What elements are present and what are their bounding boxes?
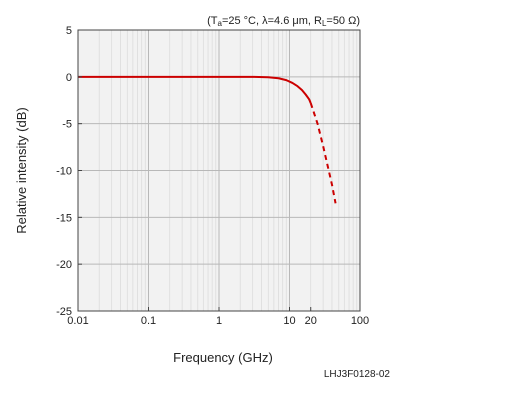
y-tick-label: 0 xyxy=(66,72,72,84)
x-axis-label: Frequency (GHz) xyxy=(173,350,273,365)
x-tick-label: 100 xyxy=(351,315,369,327)
y-axis-label: Relative intensity (dB) xyxy=(14,107,29,233)
x-tick-label: 1 xyxy=(216,315,222,327)
x-tick-labels: 0.01 0.1 1 10 20 100 xyxy=(67,307,369,327)
test-conditions: (Ta=25 °C, λ=4.6 μm, RL=50 Ω) xyxy=(207,15,360,28)
y-tick-label: -20 xyxy=(56,259,72,271)
figure-code: LHJ3F0128-02 xyxy=(324,369,391,380)
x-tick-label: 20 xyxy=(305,315,317,327)
y-tick-label: 5 xyxy=(66,25,72,37)
x-tick-label: 0.01 xyxy=(67,315,88,327)
y-tick-label: -25 xyxy=(56,306,72,318)
y-tick-label: -10 xyxy=(56,166,72,178)
y-tick-label: -5 xyxy=(62,119,72,131)
response-curve-solid xyxy=(78,75,312,104)
data-series xyxy=(78,75,337,204)
x-tick-label: 0.1 xyxy=(141,315,156,327)
y-tick-labels: 5 0 -5 -10 -15 -20 -25 xyxy=(56,25,82,318)
x-tick-label: 10 xyxy=(283,315,295,327)
response-curve-dashed xyxy=(309,102,337,204)
y-tick-label: -15 xyxy=(56,212,72,224)
